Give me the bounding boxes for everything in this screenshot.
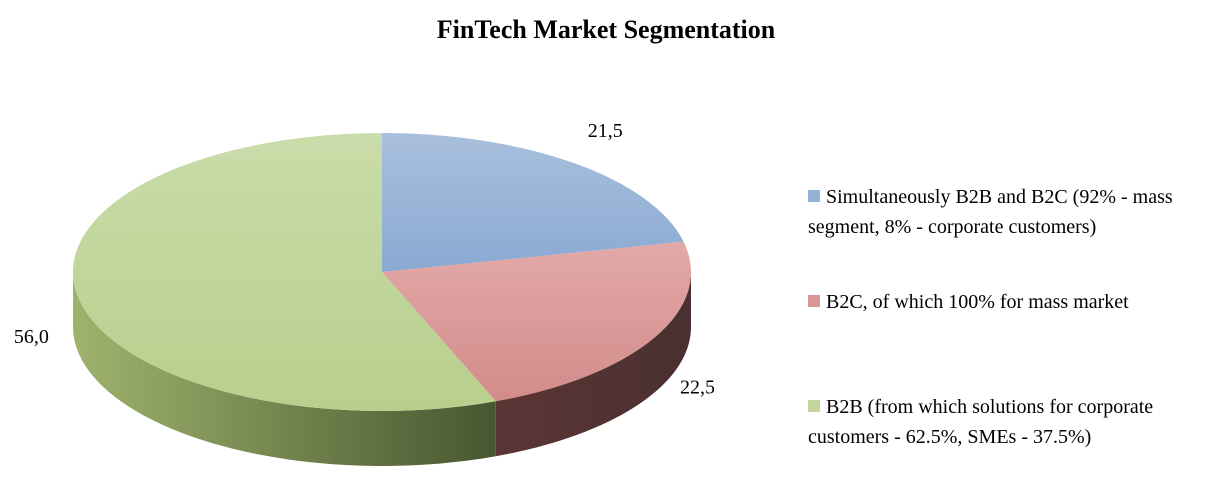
legend-entry: B2B (from which solutions for corporate … [808, 392, 1203, 452]
slice [382, 241, 692, 402]
data-label: 21,5 [588, 120, 623, 142]
legend-entry: B2C, of which 100% for mass market [808, 287, 1203, 317]
legend-label: B2B (from which solutions for corporate … [808, 396, 1154, 448]
slice [382, 133, 684, 272]
slice-side [73, 272, 496, 466]
legend-swatch [808, 190, 820, 202]
data-label: 22,5 [680, 376, 715, 398]
slice [73, 133, 496, 411]
legend-entry: Simultaneously B2B and B2C (92% - mass s… [808, 182, 1203, 242]
data-label: 56,0 [14, 326, 49, 348]
legend-swatch [808, 400, 820, 412]
chart-title: FinTech Market Segmentation [437, 15, 776, 44]
slice-side [495, 272, 691, 457]
legend-label: B2C, of which 100% for mass market [826, 291, 1129, 313]
legend-swatch [808, 295, 820, 307]
legend-label: Simultaneously B2B and B2C (92% - mass s… [808, 186, 1173, 238]
